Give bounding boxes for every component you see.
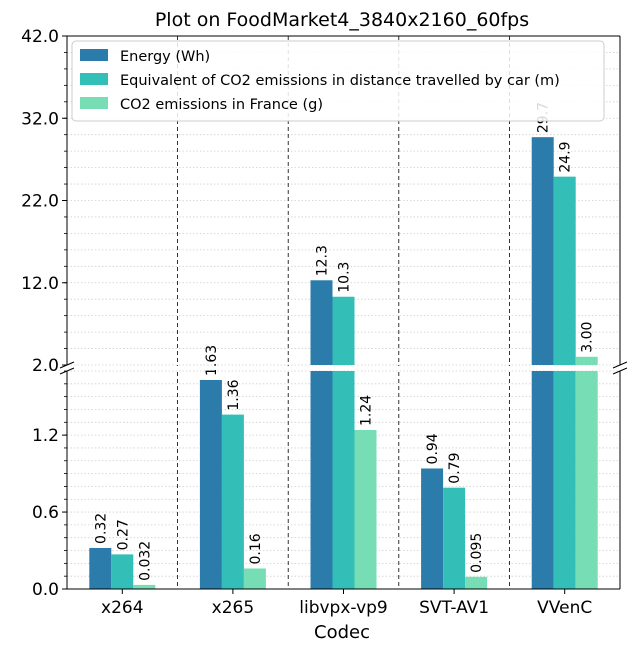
bar (111, 554, 134, 589)
data-label: 10.3 (337, 262, 353, 293)
y-tick-label: 32.0 (21, 109, 59, 129)
legend-label: Energy (Wh) (120, 49, 210, 65)
x-tick-label: VVenC (537, 598, 592, 618)
bar (465, 576, 488, 589)
y-tick-label: 1.2 (32, 426, 59, 446)
data-label: 1.63 (204, 345, 220, 376)
legend-label: CO2 emissions in France (g) (120, 97, 323, 113)
bar (310, 371, 333, 589)
data-label: 12.3 (315, 245, 331, 276)
bar (199, 379, 222, 589)
bar (133, 584, 156, 589)
y-tick-label: 12.0 (21, 274, 59, 294)
axis-break-mark (612, 361, 628, 369)
data-label: 1.24 (359, 395, 375, 426)
legend-label: Equivalent of CO2 emissions in distance … (120, 73, 560, 89)
bar (553, 371, 576, 589)
data-label: 0.94 (425, 433, 441, 464)
data-label: 0.032 (137, 541, 153, 581)
data-label: 3.00 (580, 322, 596, 353)
bar (332, 371, 355, 589)
legend-swatch (80, 49, 108, 61)
data-label: 0.27 (115, 519, 131, 550)
x-axis-label: Codec (314, 622, 370, 643)
x-tick-label: x264 (101, 598, 144, 618)
y-tick-label: 22.0 (21, 192, 59, 212)
data-label: 0.79 (447, 453, 463, 484)
data-label: 0.32 (93, 513, 109, 544)
data-label: 0.095 (469, 533, 485, 573)
data-label: 1.36 (226, 379, 242, 410)
data-label: 24.9 (558, 141, 574, 172)
legend-box (71, 40, 605, 122)
bar (332, 296, 355, 365)
chart-title: Plot on FoodMarket4_3840x2160_60fps (155, 9, 529, 31)
bar (443, 487, 466, 589)
x-tick-label: SVT-AV1 (419, 598, 489, 618)
y-tick-label: 0.6 (32, 503, 59, 523)
axis-break-mark (612, 367, 628, 375)
legend-swatch (80, 97, 108, 109)
bar (243, 568, 266, 589)
bar (310, 280, 333, 365)
x-tick-label: x265 (212, 598, 255, 618)
data-label: 0.16 (248, 533, 264, 564)
bar (89, 547, 112, 589)
x-tick-label: libvpx-vp9 (299, 598, 388, 618)
bar (531, 137, 554, 365)
bar (354, 429, 377, 589)
legend-swatch (80, 73, 108, 85)
bar (575, 371, 598, 589)
bar (421, 468, 444, 589)
bar (575, 356, 598, 365)
y-tick-label: 2.0 (32, 356, 59, 376)
y-tick-label: 0.0 (32, 580, 59, 600)
bar (531, 371, 554, 589)
bar (553, 176, 576, 365)
y-tick-label: 42.0 (21, 27, 59, 47)
bar (221, 414, 244, 589)
axis-break-gap (64, 366, 623, 370)
